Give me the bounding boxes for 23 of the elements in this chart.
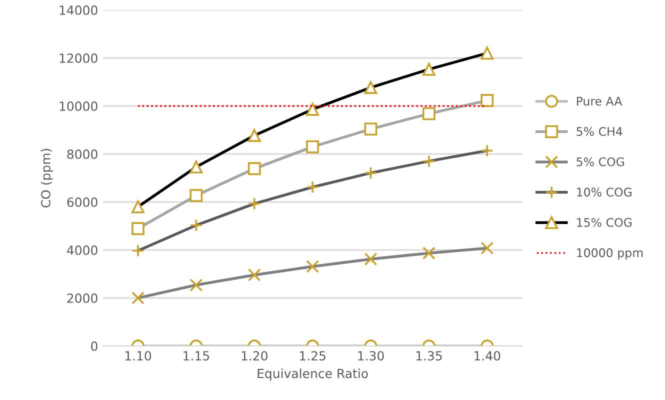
x-axis-title: Equivalence Ratio [258,368,368,381]
y-tick-label: 6000 [67,197,98,207]
legend-label: 10% COG [577,188,632,197]
y-tick-label: 2000 [67,293,98,303]
y-tick-label: 12000 [60,53,98,63]
x-tick-label: 1.10 [125,351,152,361]
y-tick-label: 4000 [67,245,98,255]
x-tick-label: 1.35 [416,351,442,361]
y-tick-label: 10000 [60,101,98,111]
y-tick-label: 8000 [67,149,98,159]
legend-label: 5% CH4 [576,127,622,136]
y-axis-title: CO (ppm) [40,148,53,208]
x-tick-label: 1.40 [474,351,500,361]
x-tick-label: 1.30 [358,351,384,361]
legend-label: Pure AA [576,96,622,106]
legend-label: 5% COG [576,157,624,166]
x-tick-label: 1.25 [300,351,326,361]
legend-label: 15% COG [577,218,632,227]
legend-label: 10000 ppm [577,248,643,260]
x-tick-label: 1.15 [184,351,209,361]
y-tick-label: 0 [91,341,98,351]
x-tick-label: 1.20 [242,351,268,361]
y-tick-label: 14000 [60,5,98,15]
